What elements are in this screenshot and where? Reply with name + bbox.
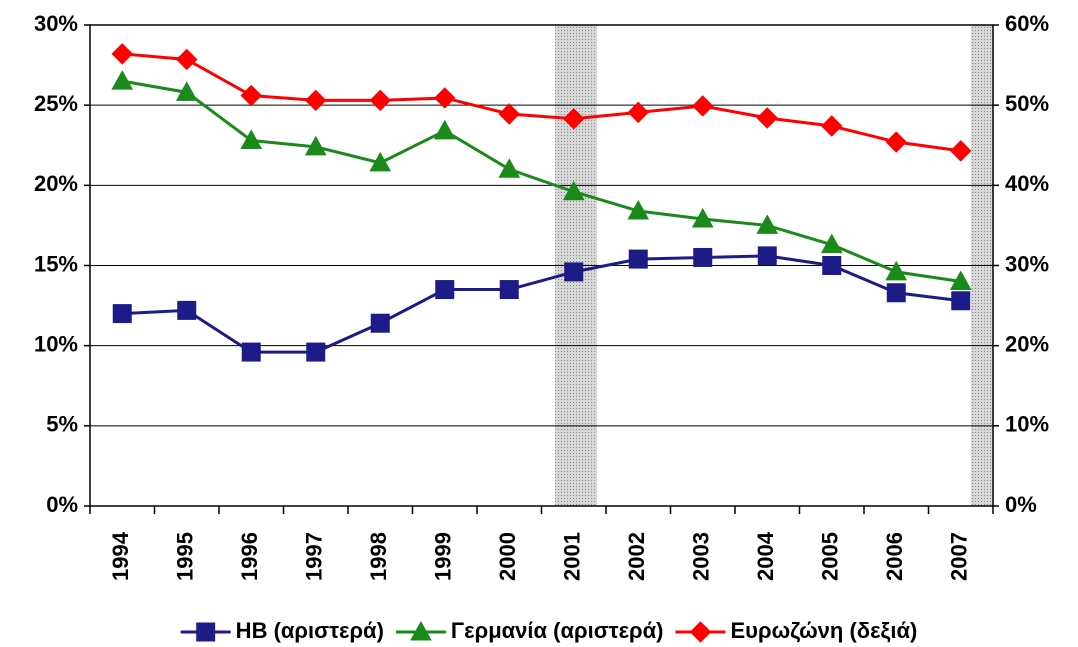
marker <box>435 280 455 300</box>
x-tick-label: 1997 <box>302 532 327 581</box>
marker <box>498 158 521 178</box>
y-tick-label: 5% <box>46 412 78 437</box>
marker <box>691 207 714 228</box>
marker <box>951 291 971 311</box>
marker <box>304 135 327 156</box>
x-tick-label: 2004 <box>753 531 778 581</box>
y2-tick-label: 40% <box>1005 171 1049 196</box>
y2-tick-label: 50% <box>1005 91 1049 116</box>
marker <box>196 622 216 642</box>
marker <box>177 300 197 320</box>
marker <box>563 108 585 130</box>
y-tick-label: 0% <box>46 492 78 517</box>
marker <box>949 270 972 291</box>
legend-label: Γερμανία (αριστερά) <box>451 618 664 643</box>
marker <box>111 70 134 90</box>
marker <box>369 151 392 172</box>
marker <box>564 262 584 282</box>
x-tick-label: 1994 <box>108 531 133 581</box>
y-tick-label: 30% <box>34 11 78 36</box>
marker <box>176 48 198 71</box>
x-tick-label: 1998 <box>366 532 391 581</box>
x-tick-label: 2000 <box>495 532 520 581</box>
marker <box>240 84 262 107</box>
x-tick-label: 2005 <box>818 532 843 581</box>
marker <box>885 260 908 281</box>
marker <box>757 246 777 266</box>
marker <box>498 103 520 125</box>
y2-tick-label: 20% <box>1005 331 1049 356</box>
marker <box>434 87 456 109</box>
marker <box>756 214 779 234</box>
marker <box>885 131 907 153</box>
x-tick-label: 2001 <box>560 532 585 581</box>
marker <box>886 283 906 303</box>
marker <box>628 249 648 269</box>
x-tick-label: 1999 <box>431 532 456 581</box>
y-tick-label: 15% <box>34 251 78 276</box>
y2-tick-label: 60% <box>1005 11 1049 36</box>
marker <box>627 101 649 124</box>
marker <box>692 95 714 117</box>
marker <box>821 115 843 137</box>
marker <box>111 43 133 65</box>
x-tick-label: 1995 <box>173 532 198 581</box>
marker <box>175 81 198 101</box>
x-tick-label: 2002 <box>624 532 649 581</box>
marker <box>306 342 326 362</box>
series-line <box>122 52 961 153</box>
x-tick-label: 2003 <box>689 532 714 581</box>
legend-label: Ευρωζώνη (δεξιά) <box>731 618 918 643</box>
grid <box>90 24 993 507</box>
x-tick-label: 2007 <box>947 532 972 581</box>
marker <box>820 233 843 254</box>
marker <box>369 89 391 112</box>
marker <box>240 129 263 149</box>
series-line <box>121 79 961 284</box>
marker <box>370 313 390 333</box>
marker <box>112 304 132 324</box>
marker <box>689 621 712 643</box>
marker <box>433 119 456 140</box>
y2-tick-label: 10% <box>1005 412 1049 437</box>
x-tick-label: 1996 <box>237 532 262 581</box>
series-line <box>122 254 961 354</box>
marker <box>410 620 432 641</box>
y2-tick-label: 0% <box>1005 492 1037 517</box>
marker <box>305 89 327 112</box>
y-tick-label: 10% <box>34 331 78 356</box>
marker <box>562 180 585 201</box>
legend: ΗΒ (αριστερά) Γερμανία (αριστερά) Ευρωζώνη… <box>180 618 918 643</box>
plot <box>111 43 972 362</box>
marker <box>627 199 650 220</box>
marker <box>822 256 842 275</box>
marker <box>499 280 519 300</box>
marker <box>693 247 713 267</box>
marker <box>756 107 778 129</box>
legend-label: ΗΒ (αριστερά) <box>236 618 384 643</box>
marker <box>950 140 972 162</box>
marker <box>241 342 261 362</box>
x-tick-label: 2006 <box>882 532 907 581</box>
y-tick-label: 25% <box>34 91 78 116</box>
y2-tick-label: 30% <box>1005 251 1049 276</box>
y-tick-label: 20% <box>34 171 78 196</box>
